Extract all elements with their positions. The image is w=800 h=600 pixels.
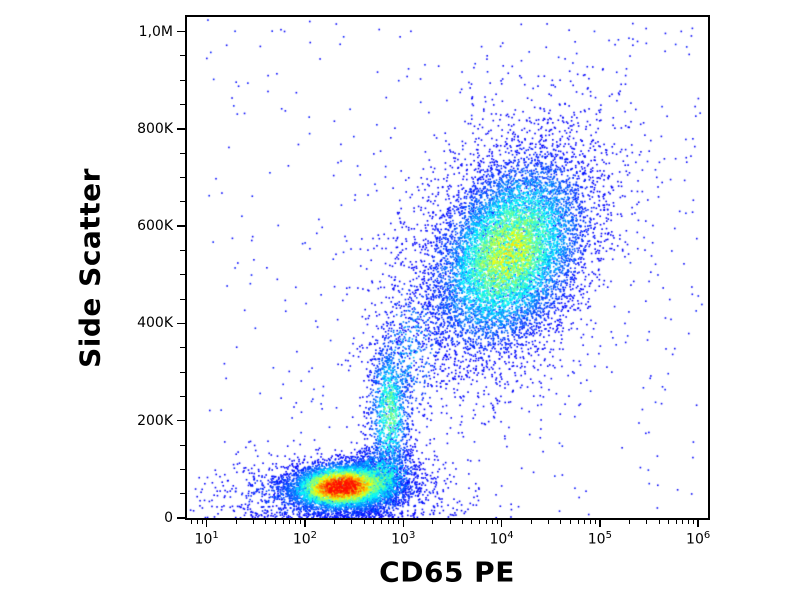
y-minor-tick	[180, 274, 185, 276]
y-tick-label: 200K	[137, 412, 173, 429]
x-minor-tick	[479, 520, 481, 524]
scatter-canvas	[187, 17, 708, 518]
x-minor-tick	[646, 520, 648, 524]
y-major-tick	[177, 517, 185, 519]
x-minor-tick	[584, 520, 586, 524]
x-minor-tick	[560, 520, 562, 524]
x-minor-tick	[265, 520, 267, 524]
x-minor-tick	[351, 520, 353, 524]
x-minor-tick	[299, 520, 301, 524]
y-tick-label: 800K	[137, 120, 173, 137]
x-minor-tick	[675, 520, 677, 524]
plot-area	[185, 15, 710, 520]
x-minor-tick	[688, 520, 690, 524]
x-minor-tick	[282, 520, 284, 524]
y-major-tick	[177, 30, 185, 33]
x-major-tick	[304, 520, 306, 527]
x-major-tick	[500, 520, 503, 527]
x-minor-tick	[496, 520, 498, 524]
y-major-tick	[177, 225, 185, 227]
x-minor-tick	[274, 520, 276, 524]
x-minor-tick	[485, 520, 487, 524]
y-minor-tick	[180, 347, 185, 349]
y-minor-tick	[180, 104, 185, 106]
y-minor-tick	[180, 444, 185, 446]
x-minor-tick	[589, 520, 591, 524]
x-major-tick	[402, 520, 404, 527]
x-minor-tick	[334, 520, 336, 524]
x-minor-tick	[693, 520, 695, 524]
x-minor-tick	[461, 520, 463, 524]
x-minor-tick	[201, 520, 203, 524]
x-minor-tick	[530, 520, 532, 524]
x-major-tick	[599, 520, 601, 527]
x-minor-tick	[491, 520, 493, 524]
y-minor-tick	[180, 55, 185, 57]
y-minor-tick	[180, 249, 185, 251]
x-minor-tick	[594, 520, 596, 524]
y-minor-tick	[180, 468, 185, 470]
x-tick-label: 106	[686, 530, 711, 548]
x-minor-tick	[387, 520, 389, 524]
y-minor-tick	[180, 371, 185, 373]
x-tick-label: 101	[194, 530, 219, 548]
x-minor-tick	[471, 520, 473, 524]
x-axis-title: CD65 PE	[379, 555, 515, 589]
x-minor-tick	[373, 520, 375, 524]
x-tick-label: 103	[391, 530, 416, 548]
y-major-tick	[177, 419, 185, 422]
x-tick-label: 105	[587, 530, 612, 548]
x-minor-tick	[577, 520, 579, 524]
x-minor-tick	[196, 520, 198, 524]
x-major-tick	[205, 520, 208, 527]
x-tick-label: 104	[489, 530, 514, 548]
y-minor-tick	[180, 395, 185, 397]
x-minor-tick	[547, 520, 549, 524]
y-axis-title: Side Scatter	[73, 168, 107, 368]
y-tick-label: 0	[164, 510, 173, 526]
y-tick-label: 1,0M	[138, 23, 173, 40]
x-minor-tick	[628, 520, 630, 524]
y-minor-tick	[180, 201, 185, 203]
x-minor-tick	[294, 520, 296, 524]
x-minor-tick	[235, 520, 237, 524]
y-minor-tick	[180, 79, 185, 81]
x-minor-tick	[363, 520, 365, 524]
y-minor-tick	[180, 177, 185, 178]
y-tick-label: 600K	[137, 218, 173, 235]
y-minor-tick	[180, 152, 185, 154]
y-major-tick	[177, 322, 185, 325]
y-minor-tick	[180, 298, 185, 300]
x-minor-tick	[682, 520, 684, 524]
x-minor-tick	[190, 520, 192, 524]
x-minor-tick	[253, 520, 255, 524]
x-minor-tick	[289, 520, 291, 524]
x-tick-label: 102	[292, 530, 318, 548]
y-tick-label: 400K	[137, 315, 173, 332]
x-minor-tick	[380, 520, 382, 524]
x-minor-tick	[569, 520, 571, 524]
x-minor-tick	[658, 520, 660, 524]
x-minor-tick	[449, 520, 451, 524]
y-major-tick	[177, 128, 185, 130]
y-minor-tick	[180, 493, 185, 495]
x-minor-tick	[668, 520, 670, 524]
x-minor-tick	[393, 520, 395, 524]
x-major-tick	[697, 520, 699, 527]
x-minor-tick	[398, 520, 400, 524]
x-minor-tick	[432, 520, 434, 524]
